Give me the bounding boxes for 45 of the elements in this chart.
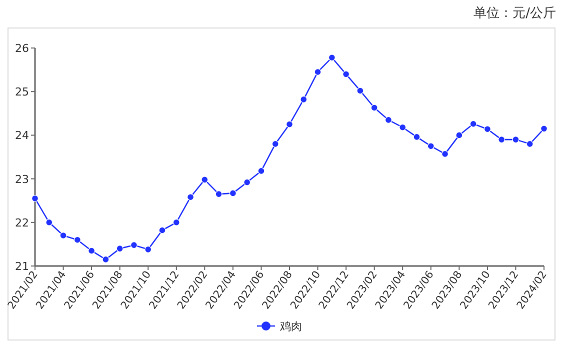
y-tick-label: 22	[15, 216, 29, 230]
point	[484, 126, 491, 133]
point	[356, 87, 364, 94]
point	[201, 176, 208, 184]
point	[102, 256, 110, 263]
point	[456, 132, 463, 139]
point	[314, 68, 322, 76]
point	[130, 242, 138, 249]
point	[172, 218, 180, 226]
point	[60, 232, 67, 239]
point	[286, 120, 293, 128]
y-tick-label: 25	[15, 86, 29, 99]
point	[116, 245, 124, 252]
legend-label: 鸡肉	[279, 320, 302, 333]
point	[470, 120, 477, 128]
point	[215, 190, 222, 198]
point	[187, 194, 194, 201]
y-tick-label: 21	[15, 260, 29, 273]
point	[442, 150, 449, 158]
annotation: 单位：元/公斤	[474, 6, 556, 21]
point	[258, 167, 265, 174]
point	[229, 190, 236, 197]
point	[427, 142, 434, 150]
point	[399, 124, 406, 131]
point	[88, 247, 96, 254]
point	[272, 140, 279, 148]
point	[384, 116, 392, 124]
point	[328, 54, 336, 62]
point	[512, 136, 520, 144]
point	[300, 96, 308, 103]
point	[144, 246, 152, 253]
y-tick-label: 24	[15, 129, 29, 142]
point	[46, 218, 53, 226]
point	[526, 140, 534, 148]
point	[32, 194, 38, 202]
point	[158, 226, 166, 234]
point	[342, 70, 350, 78]
point	[74, 236, 81, 244]
point	[244, 178, 251, 186]
point	[498, 136, 506, 144]
point	[370, 104, 378, 112]
point	[540, 125, 548, 132]
y-tick-label: 26	[15, 42, 29, 55]
point	[413, 133, 420, 140]
y-tick-label: 23	[15, 172, 29, 186]
